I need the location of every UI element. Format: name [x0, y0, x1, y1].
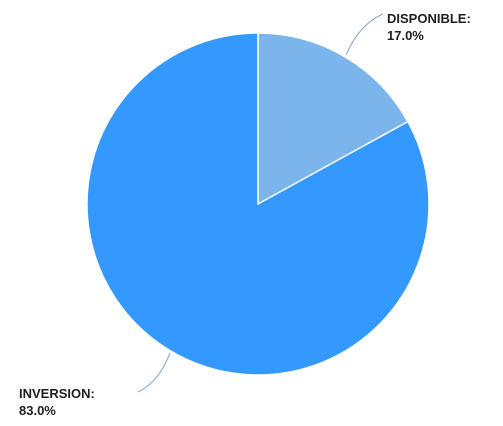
leader-line-disponible: [345, 13, 384, 56]
slice-label-disponible-value: 17.0%: [387, 28, 424, 43]
pie-slices: [86, 32, 430, 376]
slice-label-disponible-name: DISPONIBLE:: [387, 11, 471, 26]
slice-label-inversion: INVERSION: 83.0%: [19, 385, 95, 419]
leader-line-inversion: [137, 352, 171, 393]
pie-slice-disponible: [257, 32, 409, 206]
slice-label-inversion-value: 83.0%: [19, 403, 56, 418]
leader-lines: [137, 13, 384, 393]
pie-slice-inversion: [86, 32, 430, 376]
slice-label-disponible: DISPONIBLE: 17.0%: [387, 10, 471, 44]
slice-label-inversion-name: INVERSION:: [19, 386, 95, 401]
